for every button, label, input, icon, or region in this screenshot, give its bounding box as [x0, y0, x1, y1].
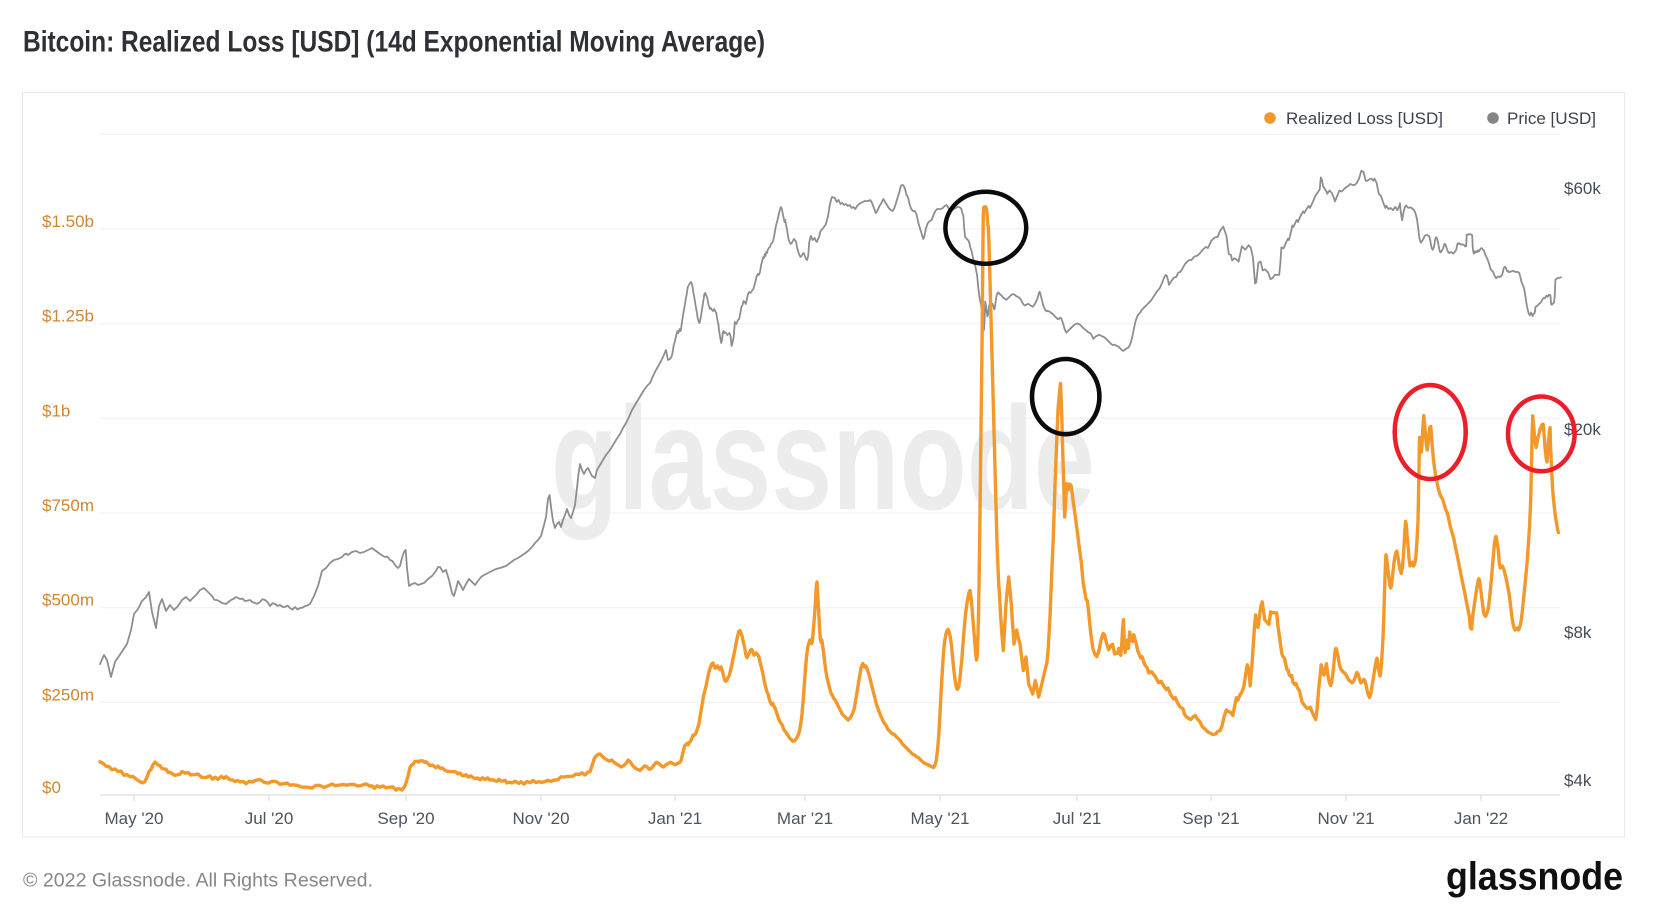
svg-text:$4k: $4k	[1564, 771, 1592, 790]
svg-text:$250m: $250m	[42, 685, 94, 704]
svg-text:Jul '20: Jul '20	[245, 809, 294, 828]
svg-text:Jul '21: Jul '21	[1053, 809, 1102, 828]
svg-text:$20k: $20k	[1564, 420, 1601, 439]
svg-text:Nov '20: Nov '20	[512, 809, 569, 828]
svg-text:Nov '21: Nov '21	[1317, 809, 1374, 828]
svg-text:$1.25b: $1.25b	[42, 307, 94, 326]
svg-text:$500m: $500m	[42, 591, 94, 610]
svg-text:Realized Loss [USD]: Realized Loss [USD]	[1286, 109, 1443, 128]
svg-text:$1b: $1b	[42, 401, 70, 420]
svg-text:$8k: $8k	[1564, 623, 1592, 642]
svg-text:Jan '22: Jan '22	[1454, 809, 1508, 828]
svg-text:© 2022 Glassnode. All Rights R: © 2022 Glassnode. All Rights Reserved.	[23, 870, 373, 892]
svg-text:Bitcoin: Realized Loss [USD] (: Bitcoin: Realized Loss [USD] (14d Expone…	[23, 26, 765, 59]
svg-text:Mar '21: Mar '21	[777, 809, 833, 828]
svg-text:$750m: $750m	[42, 496, 94, 515]
svg-text:$60k: $60k	[1564, 179, 1601, 198]
svg-text:$1.50b: $1.50b	[42, 212, 94, 231]
svg-text:May '21: May '21	[911, 809, 970, 828]
svg-text:Price [USD]: Price [USD]	[1507, 109, 1596, 128]
svg-text:Jan '21: Jan '21	[648, 809, 702, 828]
svg-text:May '20: May '20	[105, 809, 164, 828]
svg-text:Sep '21: Sep '21	[1182, 809, 1239, 828]
svg-text:$0: $0	[42, 778, 61, 797]
svg-text:Sep '20: Sep '20	[377, 809, 434, 828]
svg-text:glassnode: glassnode	[1446, 856, 1623, 899]
svg-text:glassnode: glassnode	[551, 377, 1095, 541]
